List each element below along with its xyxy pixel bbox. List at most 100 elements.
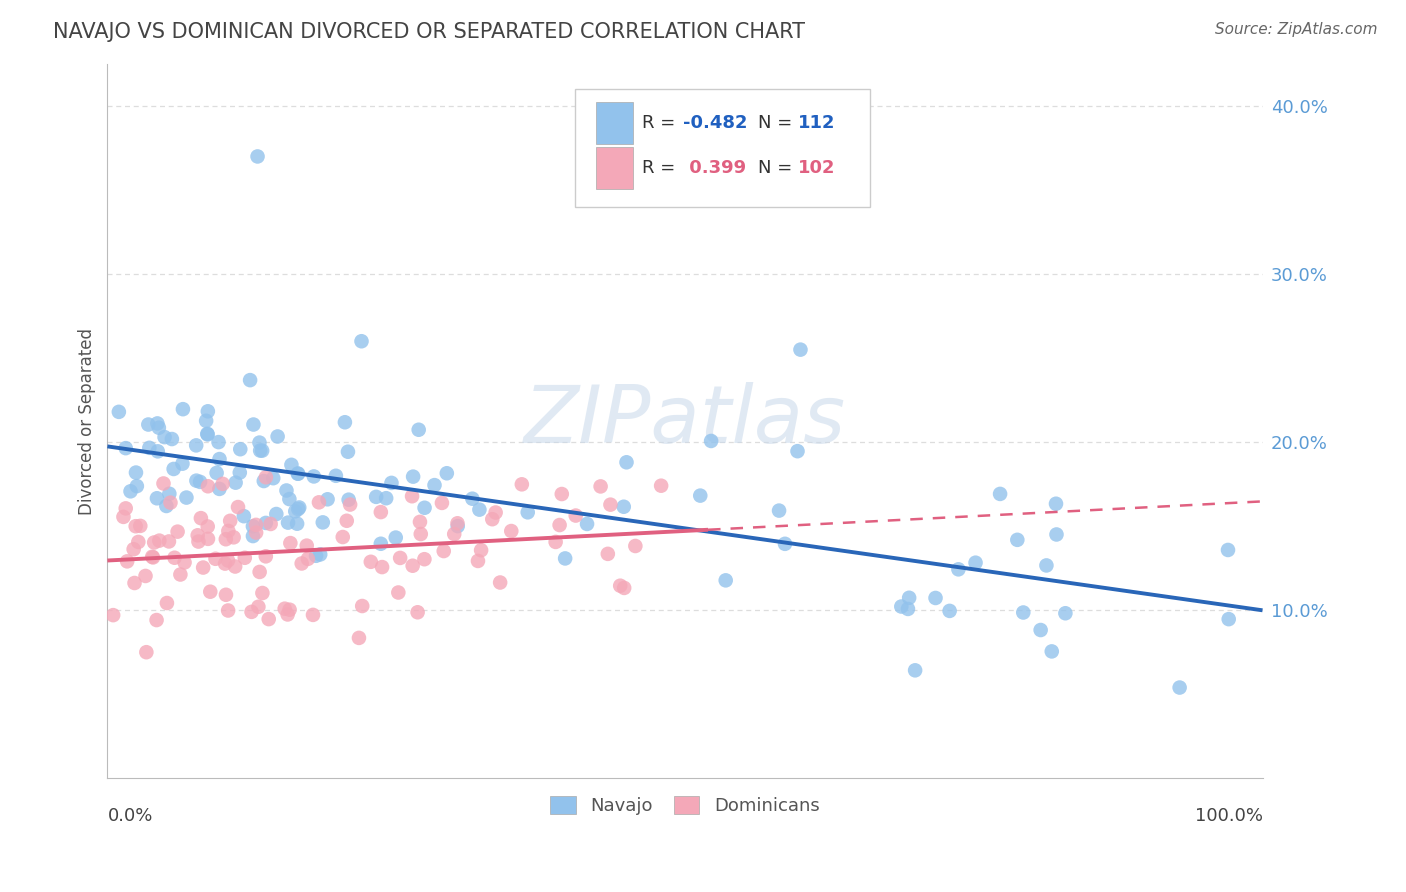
- FancyBboxPatch shape: [575, 89, 870, 207]
- Point: [273, 601, 295, 615]
- Point: [215, 533, 238, 547]
- Point: [564, 508, 586, 523]
- Point: [616, 455, 638, 469]
- Point: [233, 550, 256, 565]
- Point: [250, 443, 273, 458]
- Point: [217, 553, 239, 567]
- Point: [489, 575, 512, 590]
- Point: [371, 560, 394, 574]
- Point: [160, 432, 183, 446]
- Point: [280, 536, 302, 550]
- Point: [380, 475, 402, 490]
- Point: [187, 534, 209, 549]
- Point: [222, 530, 245, 544]
- Point: [339, 498, 361, 512]
- Point: [108, 405, 131, 419]
- Point: [253, 474, 276, 488]
- Point: [145, 613, 167, 627]
- Point: [172, 457, 194, 471]
- Point: [501, 524, 523, 538]
- Point: [254, 470, 277, 484]
- Point: [347, 631, 370, 645]
- Point: [232, 509, 254, 524]
- Point: [217, 603, 239, 617]
- Point: [548, 518, 571, 533]
- Point: [308, 495, 330, 509]
- FancyBboxPatch shape: [596, 103, 633, 145]
- Point: [898, 591, 921, 605]
- Text: R =: R =: [643, 114, 682, 132]
- Point: [1168, 681, 1191, 695]
- Point: [406, 605, 429, 619]
- Point: [148, 420, 170, 434]
- Point: [408, 423, 430, 437]
- Point: [197, 427, 219, 442]
- Point: [124, 576, 146, 591]
- Point: [138, 441, 160, 455]
- Point: [613, 500, 636, 514]
- Point: [112, 509, 135, 524]
- Point: [125, 479, 148, 493]
- Point: [197, 404, 219, 418]
- Point: [229, 466, 252, 480]
- Point: [200, 584, 222, 599]
- Point: [195, 414, 218, 428]
- Point: [786, 444, 808, 458]
- Point: [122, 542, 145, 557]
- Point: [186, 474, 208, 488]
- Point: [173, 556, 195, 570]
- Point: [249, 565, 271, 579]
- Legend: Navajo, Dominicans: Navajo, Dominicans: [543, 789, 827, 822]
- Text: 0.399: 0.399: [683, 159, 745, 177]
- Point: [245, 525, 267, 540]
- Point: [245, 517, 267, 532]
- Text: 102: 102: [799, 159, 835, 177]
- Point: [336, 514, 359, 528]
- Point: [988, 487, 1011, 501]
- Point: [446, 516, 468, 531]
- Point: [768, 503, 790, 517]
- Point: [197, 479, 219, 493]
- Text: Source: ZipAtlas.com: Source: ZipAtlas.com: [1215, 22, 1378, 37]
- Point: [1054, 607, 1077, 621]
- Point: [142, 550, 165, 565]
- Point: [938, 604, 960, 618]
- Text: 0.0%: 0.0%: [107, 806, 153, 824]
- Point: [285, 516, 308, 531]
- Text: N =: N =: [758, 159, 797, 177]
- Point: [277, 516, 299, 530]
- Point: [689, 489, 711, 503]
- Point: [163, 462, 186, 476]
- Point: [277, 607, 299, 622]
- Point: [409, 515, 432, 529]
- Point: [152, 476, 174, 491]
- Point: [278, 492, 301, 507]
- Point: [650, 479, 672, 493]
- Point: [423, 478, 446, 492]
- Point: [599, 498, 621, 512]
- Point: [157, 534, 180, 549]
- Point: [114, 501, 136, 516]
- Point: [208, 482, 231, 496]
- Point: [163, 550, 186, 565]
- Point: [172, 402, 194, 417]
- Point: [576, 516, 599, 531]
- Point: [207, 435, 229, 450]
- Point: [204, 551, 226, 566]
- Point: [143, 535, 166, 549]
- Point: [336, 444, 359, 458]
- Point: [316, 492, 339, 507]
- Point: [461, 491, 484, 506]
- Point: [624, 539, 647, 553]
- Point: [1045, 497, 1067, 511]
- Point: [485, 506, 508, 520]
- Point: [225, 475, 247, 490]
- Point: [948, 562, 970, 576]
- Point: [197, 519, 219, 533]
- Point: [159, 495, 181, 509]
- Point: [148, 533, 170, 548]
- Point: [252, 586, 274, 600]
- Point: [146, 444, 169, 458]
- Point: [468, 502, 491, 516]
- Point: [246, 149, 269, 163]
